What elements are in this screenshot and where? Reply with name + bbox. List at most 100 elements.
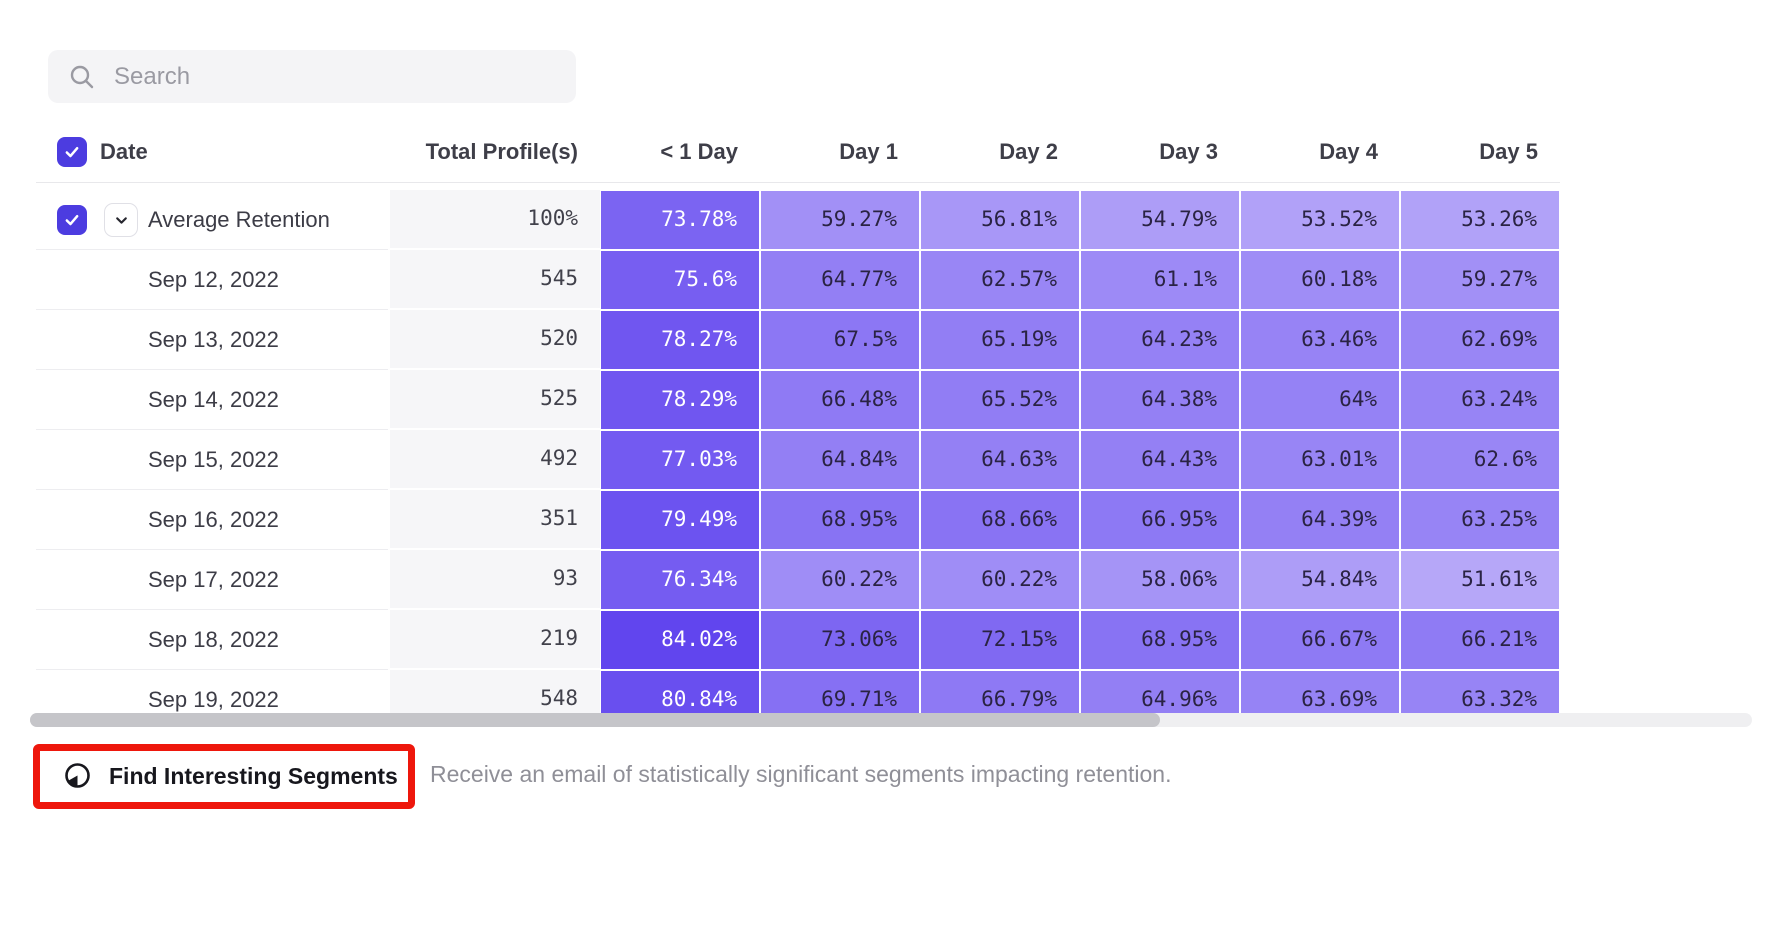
retention-cell[interactable]: 62.6%: [1400, 430, 1560, 490]
retention-cell[interactable]: 66.95%: [1080, 490, 1240, 550]
retention-cell[interactable]: 54.79%: [1080, 190, 1240, 250]
search-bar[interactable]: [48, 50, 576, 103]
chevron-down-icon: [115, 216, 127, 224]
column-header-day3[interactable]: Day 3: [1159, 139, 1218, 164]
retention-cell[interactable]: 58.06%: [1080, 550, 1240, 610]
retention-cell[interactable]: 78.27%: [600, 310, 760, 370]
row-date-label: Sep 16, 2022: [148, 507, 279, 532]
retention-table-body: Average Retention 100% 73.78% 59.27% 56.81% 5…: [0, 190, 1560, 713]
retention-cell[interactable]: 68.66%: [920, 490, 1080, 550]
retention-cell[interactable]: 69.71%: [760, 670, 920, 713]
column-header-day5[interactable]: Day 5: [1479, 139, 1538, 164]
table-row: Sep 12, 2022 545 75.6% 64.77% 62.57% 61.1% 60.…: [0, 250, 1560, 310]
retention-cell[interactable]: 80.84%: [600, 670, 760, 713]
row-divider: [36, 609, 388, 610]
retention-cell[interactable]: 73.06%: [760, 610, 920, 670]
retention-cell[interactable]: 75.6%: [600, 250, 760, 310]
column-header-total-profiles[interactable]: Total Profile(s): [425, 139, 578, 164]
column-header-date[interactable]: Date: [100, 139, 148, 164]
retention-cell[interactable]: 66.48%: [760, 370, 920, 430]
retention-cell[interactable]: 76.34%: [600, 550, 760, 610]
column-header-lt1day[interactable]: < 1 Day: [660, 139, 738, 164]
retention-cell[interactable]: 79.49%: [600, 490, 760, 550]
retention-cell[interactable]: 66.21%: [1400, 610, 1560, 670]
retention-cell[interactable]: 62.69%: [1400, 310, 1560, 370]
retention-cell[interactable]: 77.03%: [600, 430, 760, 490]
retention-cell[interactable]: 53.26%: [1400, 190, 1560, 250]
retention-cell[interactable]: 63.01%: [1240, 430, 1400, 490]
row-divider: [36, 489, 388, 490]
row-divider: [36, 249, 388, 250]
retention-cell[interactable]: 64.84%: [760, 430, 920, 490]
row-checkbox[interactable]: [57, 205, 87, 235]
retention-cell[interactable]: 63.32%: [1400, 670, 1560, 713]
row-divider: [36, 429, 388, 430]
column-header-day4[interactable]: Day 4: [1319, 139, 1378, 164]
retention-cell[interactable]: 72.15%: [920, 610, 1080, 670]
column-header-day2[interactable]: Day 2: [999, 139, 1058, 164]
expand-chevron-button[interactable]: [104, 203, 138, 237]
row-divider: [36, 309, 388, 310]
retention-cell[interactable]: 73.78%: [600, 190, 760, 250]
retention-cell[interactable]: 64.63%: [920, 430, 1080, 490]
table-row: Sep 16, 2022 351 79.49% 68.95% 68.66% 66.95% 6…: [0, 490, 1560, 550]
retention-cell[interactable]: 63.24%: [1400, 370, 1560, 430]
retention-cell[interactable]: 59.27%: [1400, 250, 1560, 310]
row-select-area: [0, 310, 148, 370]
column-header-day1[interactable]: Day 1: [839, 139, 898, 164]
retention-cell[interactable]: 65.52%: [920, 370, 1080, 430]
annotation-highlight-box: Find Interesting Segments: [33, 744, 415, 809]
retention-cell[interactable]: 60.18%: [1240, 250, 1400, 310]
retention-cell[interactable]: 84.02%: [600, 610, 760, 670]
total-profiles-cell: 520: [388, 310, 600, 370]
row-divider: [36, 549, 388, 550]
retention-cell[interactable]: 64.77%: [760, 250, 920, 310]
row-date-label: Sep 12, 2022: [148, 267, 279, 292]
retention-cell[interactable]: 63.69%: [1240, 670, 1400, 713]
total-profiles-cell: 548: [388, 670, 600, 713]
retention-cell[interactable]: 62.57%: [920, 250, 1080, 310]
table-row: Sep 13, 2022 520 78.27% 67.5% 65.19% 64.23% 63…: [0, 310, 1560, 370]
retention-cell[interactable]: 67.5%: [760, 310, 920, 370]
row-select-area: [0, 250, 148, 310]
row-date-label: Average Retention: [148, 207, 330, 232]
row-select-area: [0, 430, 148, 490]
retention-cell[interactable]: 68.95%: [760, 490, 920, 550]
retention-cell[interactable]: 78.29%: [600, 370, 760, 430]
retention-cell[interactable]: 60.22%: [760, 550, 920, 610]
table-row: Sep 14, 2022 525 78.29% 66.48% 65.52% 64.38% 6…: [0, 370, 1560, 430]
retention-cell[interactable]: 64.38%: [1080, 370, 1240, 430]
retention-cell[interactable]: 56.81%: [920, 190, 1080, 250]
find-interesting-segments-button[interactable]: Find Interesting Segments: [40, 760, 404, 793]
retention-cell[interactable]: 68.95%: [1080, 610, 1240, 670]
retention-cell[interactable]: 64.39%: [1240, 490, 1400, 550]
retention-cell[interactable]: 64.96%: [1080, 670, 1240, 713]
row-select-area: [0, 190, 148, 250]
scrollbar-thumb[interactable]: [30, 713, 1160, 727]
retention-cell[interactable]: 54.84%: [1240, 550, 1400, 610]
retention-cell[interactable]: 59.27%: [760, 190, 920, 250]
table-row: Sep 19, 2022 548 80.84% 69.71% 66.79% 64.96% 6…: [0, 670, 1560, 713]
retention-cell[interactable]: 61.1%: [1080, 250, 1240, 310]
select-all-checkbox[interactable]: [57, 137, 87, 167]
row-divider: [36, 369, 388, 370]
retention-cell[interactable]: 66.79%: [920, 670, 1080, 713]
retention-cell[interactable]: 64.43%: [1080, 430, 1240, 490]
retention-cell[interactable]: 64%: [1240, 370, 1400, 430]
search-input[interactable]: [112, 61, 556, 92]
total-profiles-cell: 93: [388, 550, 600, 610]
row-select-area: [0, 550, 148, 610]
retention-cell[interactable]: 51.61%: [1400, 550, 1560, 610]
retention-cell[interactable]: 53.52%: [1240, 190, 1400, 250]
total-profiles-cell: 492: [388, 430, 600, 490]
table-row: Sep 18, 2022 219 84.02% 73.06% 72.15% 68.95% 6…: [0, 610, 1560, 670]
row-date-label: Sep 13, 2022: [148, 327, 279, 352]
retention-cell[interactable]: 63.46%: [1240, 310, 1400, 370]
retention-cell[interactable]: 64.23%: [1080, 310, 1240, 370]
retention-cell[interactable]: 65.19%: [920, 310, 1080, 370]
row-select-area: [0, 370, 148, 430]
retention-cell[interactable]: 63.25%: [1400, 490, 1560, 550]
retention-cell[interactable]: 66.67%: [1240, 610, 1400, 670]
retention-cell[interactable]: 60.22%: [920, 550, 1080, 610]
horizontal-scrollbar[interactable]: [30, 713, 1752, 727]
